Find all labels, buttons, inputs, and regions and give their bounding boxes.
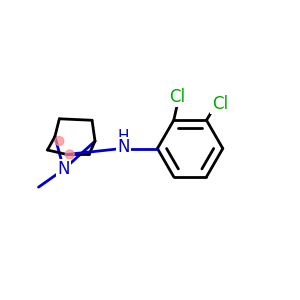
Text: N: N (117, 138, 130, 156)
Text: Cl: Cl (212, 95, 228, 113)
Text: N: N (58, 160, 70, 178)
Text: Cl: Cl (169, 88, 185, 106)
Circle shape (55, 136, 64, 146)
Circle shape (65, 150, 74, 159)
Text: H: H (118, 128, 129, 143)
